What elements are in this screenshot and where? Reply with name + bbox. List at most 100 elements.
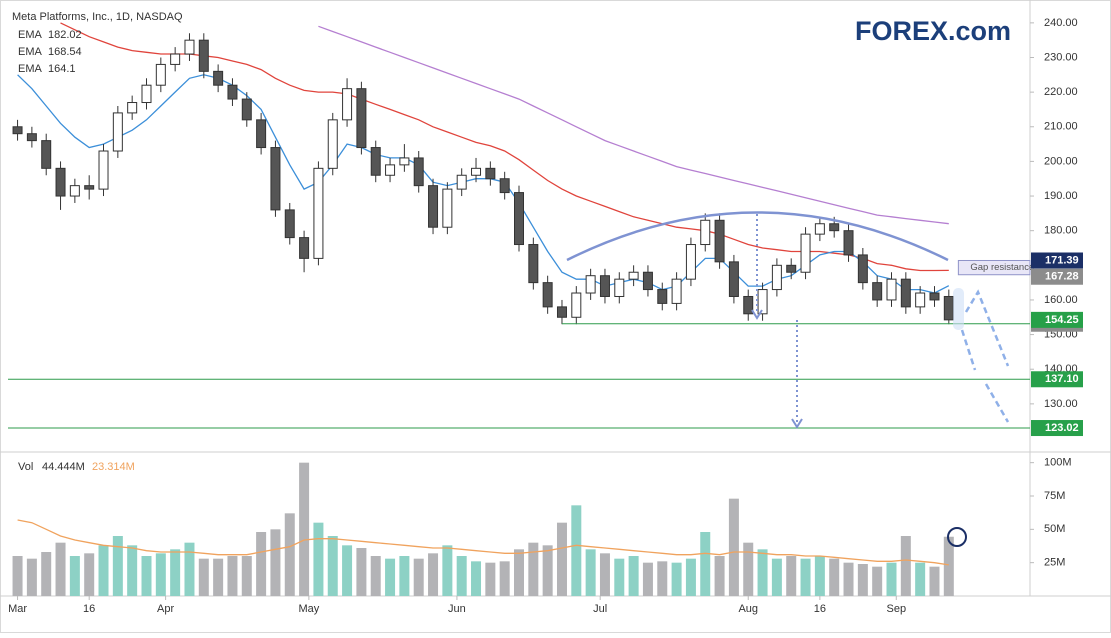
candle-body (327, 119, 338, 169)
candle-body (155, 63, 166, 86)
candle-body (385, 164, 396, 176)
candle-body (170, 53, 181, 65)
candle-body (585, 275, 596, 294)
volume-bar (327, 536, 338, 596)
candle-body (184, 39, 195, 55)
volume-bar (342, 545, 353, 596)
y-tick-label: 25M (1044, 557, 1065, 569)
candle-body (342, 88, 353, 121)
volume-bar (313, 522, 324, 596)
candle-body (671, 278, 682, 304)
candle-body (227, 84, 238, 100)
y-tick-label: 160.00 (1044, 294, 1078, 306)
volume-bar (399, 556, 410, 596)
volume-bar (256, 532, 267, 596)
candle-body (241, 98, 252, 121)
volume-bar (814, 556, 825, 596)
volume-bar (356, 548, 367, 596)
volume-bar (112, 536, 123, 596)
projection-path (964, 289, 1010, 367)
volume-bar (413, 558, 424, 596)
volume-bar (714, 556, 725, 596)
candle-body (929, 292, 940, 301)
y-tick-label: 210.00 (1044, 121, 1078, 133)
volume-bar (299, 462, 310, 596)
candle-body (743, 295, 754, 315)
candle-body (657, 289, 668, 304)
price-tag (1031, 420, 1083, 437)
volume-bar (599, 553, 610, 596)
y-tick-label: 75M (1044, 490, 1065, 502)
candle-body (471, 167, 482, 176)
candle-body (556, 306, 567, 318)
candle-body (685, 244, 696, 280)
volume-bar (471, 561, 482, 596)
candle-body (786, 264, 797, 273)
volume-bar (184, 542, 195, 596)
candle-body (757, 289, 768, 315)
volume-bar (628, 556, 639, 596)
x-tick-label: 16 (83, 603, 95, 615)
volume-legend-value: 44.444M (42, 461, 85, 473)
volume-bar (857, 564, 868, 596)
candle-body (499, 178, 510, 194)
volume-bar (528, 542, 539, 596)
y-tick-label: 130.00 (1044, 398, 1078, 410)
volume-bar (700, 532, 711, 596)
price-tag-label: 123.02 (1045, 422, 1079, 434)
candle-body (299, 237, 310, 259)
candle-body (571, 292, 582, 318)
volume-bar (800, 558, 811, 596)
volume-bar (900, 536, 911, 596)
candle-body (370, 147, 381, 176)
plot-layer: 240.00 230.00 220.00 210.00 200.00 190.00 180.… (8, 11, 1083, 615)
x-tick-label: Jul (593, 603, 607, 615)
candle-body (41, 140, 52, 169)
candle-body (915, 292, 926, 308)
price-tag (1031, 371, 1083, 388)
candle-body (198, 39, 209, 72)
candle-body (829, 223, 840, 232)
rounded-top-arc (566, 211, 949, 262)
x-tick-label: May (298, 603, 319, 615)
candle-body (514, 192, 524, 246)
candle-body (700, 219, 711, 246)
x-tick-label: Aug (738, 603, 758, 615)
y-tick-label: 220.00 (1044, 86, 1078, 98)
arrow-head (791, 418, 803, 429)
candle-body (356, 88, 367, 149)
candle-body (413, 157, 424, 187)
legend-label: EMA (18, 46, 43, 58)
candle-body (900, 278, 911, 308)
candle-body (642, 271, 653, 291)
candle-body (26, 133, 37, 142)
candle-body (843, 230, 854, 256)
volume-legend-label: Vol (18, 461, 33, 473)
volume-bar (571, 505, 582, 596)
annotations (566, 211, 1010, 547)
price-tag (1031, 252, 1083, 269)
ema-line (318, 25, 949, 225)
volume-bar (757, 549, 768, 596)
candle-body (857, 254, 868, 284)
candle-body (485, 167, 496, 180)
volume-bar (542, 545, 553, 596)
last-price-tag (1031, 311, 1083, 328)
projection-path (984, 383, 1010, 423)
volume-bar (929, 566, 940, 596)
ema-line (17, 74, 950, 294)
legend-value: 182.02 (48, 29, 82, 41)
volume-highlight (947, 527, 967, 547)
gap-zone (957, 259, 1031, 276)
volume-bar (915, 562, 926, 596)
volume-bar (270, 529, 281, 596)
volume-bar (642, 562, 653, 596)
volume-bar (213, 558, 224, 596)
volume-bar (456, 556, 467, 596)
volume-bar (428, 553, 439, 596)
volume-bar (26, 558, 37, 596)
candle-body (456, 174, 467, 190)
volume-bar (227, 556, 238, 596)
